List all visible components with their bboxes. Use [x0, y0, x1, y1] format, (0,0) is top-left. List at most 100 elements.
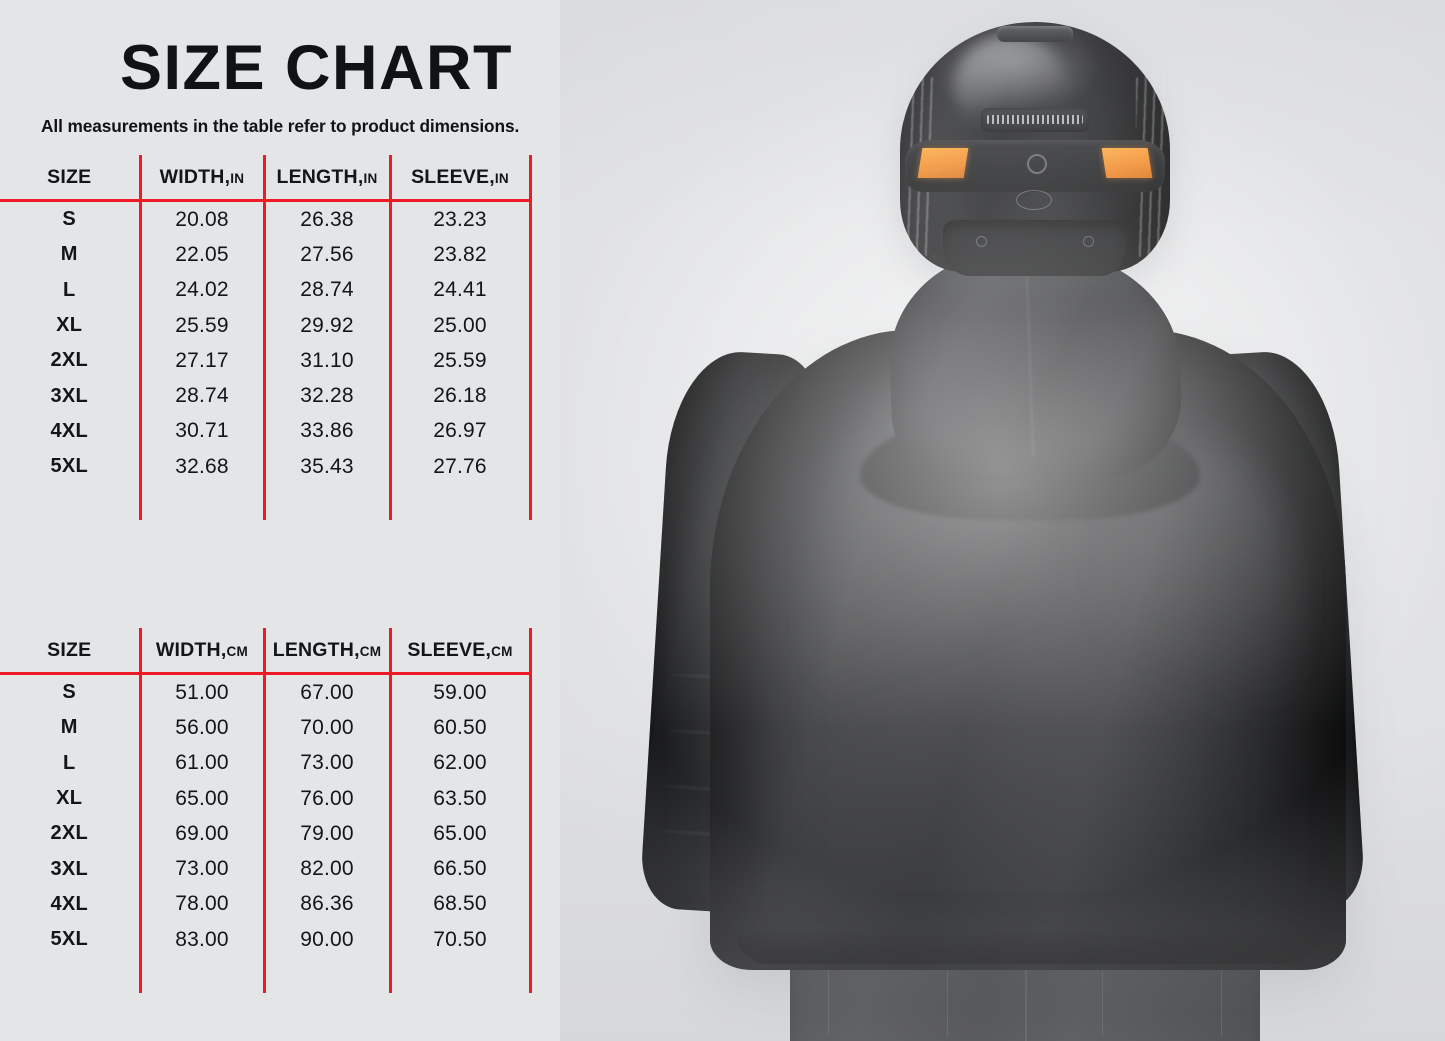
header-row: SIZE WIDTH,CM LENGTH,CM SLEEVE,CM	[0, 628, 532, 675]
cell-width: 83.00	[140, 922, 266, 958]
cell-length: 33.86	[264, 413, 392, 450]
column-header-length: LENGTH,IN	[264, 155, 392, 202]
header-unit-sleeve: IN	[494, 170, 509, 186]
cell-size: 5XL	[0, 449, 142, 485]
cell-width: 28.74	[140, 378, 266, 414]
cell-size: M	[0, 710, 142, 746]
chart-panel: SIZE CHART All measurements in the table…	[0, 0, 620, 1041]
cell-width: 25.59	[140, 307, 266, 344]
table-row: 5XL 83.00 90.00 70.50	[0, 922, 532, 958]
cell-length: 67.00	[264, 673, 392, 711]
table-row: 3XL 73.00 82.00 66.50	[0, 851, 532, 887]
table-rule-tail	[0, 484, 532, 521]
cell-sleeve: 24.41	[390, 272, 532, 308]
column-header-size: SIZE	[0, 155, 142, 202]
table-row: XL 65.00 76.00 63.50	[0, 780, 532, 817]
rule-tail-cell	[264, 484, 392, 521]
cell-length: 31.10	[264, 343, 392, 379]
cell-width: 27.17	[140, 343, 266, 379]
cell-length: 73.00	[264, 745, 392, 781]
table-row: L 61.00 73.00 62.00	[0, 745, 532, 781]
page-title: SIZE CHART	[120, 33, 513, 103]
table-row: M 56.00 70.00 60.50	[0, 710, 532, 746]
cell-sleeve: 66.50	[390, 851, 532, 887]
cell-length: 27.56	[264, 237, 392, 273]
cell-size: L	[0, 745, 142, 781]
column-header-width: WIDTH,CM	[140, 628, 266, 675]
column-header-size: SIZE	[0, 628, 142, 675]
table-body: S 20.08 26.38 23.23 M 22.05 27.56 23.82 …	[0, 200, 532, 521]
cell-size: 3XL	[0, 378, 142, 414]
column-header-length: LENGTH,CM	[264, 628, 392, 675]
size-table-inches: SIZE WIDTH,IN LENGTH,IN SLEEVE,IN	[0, 155, 532, 521]
table-row: 5XL 32.68 35.43 27.76	[0, 449, 532, 485]
header-label-sleeve: SLEEVE,	[407, 638, 492, 661]
header-label-length: LENGTH,	[272, 638, 360, 661]
table-row: 2XL 69.00 79.00 65.00	[0, 816, 532, 852]
rule-tail-cell	[264, 957, 392, 994]
cell-length: 26.38	[264, 200, 392, 238]
cell-length: 82.00	[264, 851, 392, 887]
column-header-width: WIDTH,IN	[140, 155, 266, 202]
table-row: L 24.02 28.74 24.41	[0, 272, 532, 308]
cell-width: 73.00	[140, 851, 266, 887]
cell-length: 32.28	[264, 378, 392, 414]
photo-vignette	[560, 0, 1445, 1041]
cell-size: 3XL	[0, 851, 142, 887]
header-label-width: WIDTH,	[159, 165, 231, 188]
cell-sleeve: 25.00	[390, 307, 532, 344]
cell-sleeve: 25.59	[390, 343, 532, 379]
rule-tail-cell	[390, 484, 532, 521]
rule-tail-cell	[140, 484, 266, 521]
product-photo	[560, 0, 1445, 1041]
cell-size: S	[0, 200, 142, 238]
cell-size: XL	[0, 780, 142, 817]
measurements-table: SIZE WIDTH,IN LENGTH,IN SLEEVE,IN	[0, 155, 532, 521]
header-unit-sleeve: CM	[491, 643, 513, 659]
cell-size: S	[0, 673, 142, 711]
column-header-sleeve: SLEEVE,IN	[390, 155, 532, 202]
cell-size: 4XL	[0, 413, 142, 450]
cell-width: 51.00	[140, 673, 266, 711]
cell-sleeve: 23.82	[390, 237, 532, 273]
cell-sleeve: 59.00	[390, 673, 532, 711]
rule-tail-cell	[140, 957, 266, 994]
table-row: S 20.08 26.38 23.23	[0, 200, 532, 238]
cell-sleeve: 27.76	[390, 449, 532, 485]
table-row: 2XL 27.17 31.10 25.59	[0, 343, 532, 379]
cell-width: 69.00	[140, 816, 266, 852]
table-body: S 51.00 67.00 59.00 M 56.00 70.00 60.50 …	[0, 673, 532, 994]
cell-length: 90.00	[264, 922, 392, 958]
column-header-sleeve: SLEEVE,CM	[390, 628, 532, 675]
cell-width: 30.71	[140, 413, 266, 450]
cell-size: L	[0, 272, 142, 308]
header-label-size: SIZE	[47, 638, 92, 661]
cell-size: 2XL	[0, 343, 142, 379]
cell-length: 35.43	[264, 449, 392, 485]
cell-size: 4XL	[0, 886, 142, 923]
cell-width: 65.00	[140, 780, 266, 817]
cell-width: 61.00	[140, 745, 266, 781]
header-label-width: WIDTH,	[155, 638, 227, 661]
table-row: M 22.05 27.56 23.82	[0, 237, 532, 273]
header-label-sleeve: SLEEVE,	[411, 165, 495, 188]
header-label-size: SIZE	[47, 165, 92, 188]
cell-sleeve: 68.50	[390, 886, 532, 923]
table-header: SIZE WIDTH,CM LENGTH,CM SLEEVE,CM	[0, 628, 532, 675]
cell-sleeve: 26.97	[390, 413, 532, 450]
table-header: SIZE WIDTH,IN LENGTH,IN SLEEVE,IN	[0, 155, 532, 202]
table-row: 4XL 78.00 86.36 68.50	[0, 886, 532, 923]
table-rule-tail	[0, 957, 532, 994]
rule-tail-cell	[0, 957, 142, 994]
cell-width: 32.68	[140, 449, 266, 485]
cell-length: 70.00	[264, 710, 392, 746]
size-table-cm: SIZE WIDTH,CM LENGTH,CM SLEEVE,CM	[0, 628, 532, 994]
cell-sleeve: 23.23	[390, 200, 532, 238]
page-subtitle: All measurements in the table refer to p…	[41, 116, 520, 136]
header-row: SIZE WIDTH,IN LENGTH,IN SLEEVE,IN	[0, 155, 532, 202]
header-unit-length: IN	[363, 170, 378, 186]
cell-length: 79.00	[264, 816, 392, 852]
measurements-table: SIZE WIDTH,CM LENGTH,CM SLEEVE,CM	[0, 628, 532, 994]
rule-tail-cell	[390, 957, 532, 994]
